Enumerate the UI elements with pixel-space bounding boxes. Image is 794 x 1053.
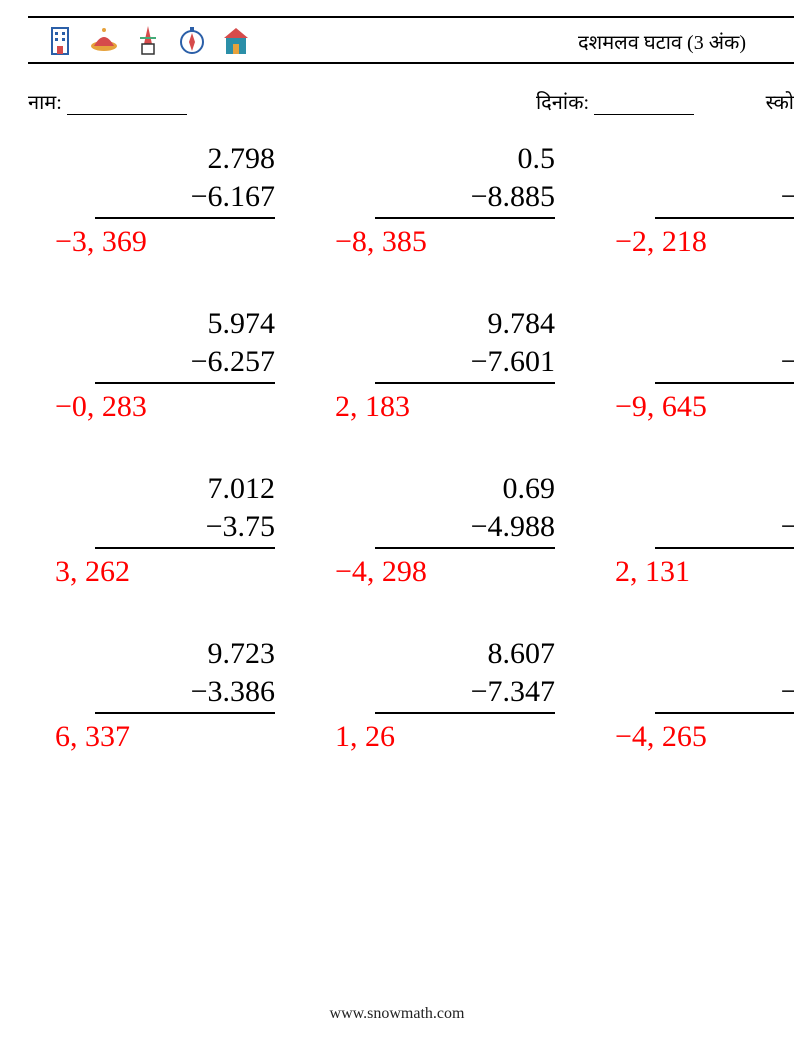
subtrahend: −2.3	[655, 508, 794, 546]
worksheet-title: दशमलव घटाव (3 अंक)	[578, 28, 746, 55]
footer-text: www.snowmath.com	[330, 1005, 465, 1022]
rule-line	[375, 547, 555, 549]
dome-icon	[88, 24, 120, 56]
minuend: 4.4	[655, 470, 794, 508]
rule-line	[655, 217, 794, 219]
answer: −8, 385	[335, 223, 615, 261]
answer: −0, 283	[55, 388, 335, 426]
answer: 2, 131	[615, 553, 794, 591]
rule-line	[655, 712, 794, 714]
subtraction-problem: 8.607−7.347 1, 26	[335, 635, 615, 800]
date-underline	[594, 96, 694, 115]
compass-icon	[176, 24, 208, 56]
subtrahend: −4.988	[375, 508, 555, 546]
rule-line	[95, 382, 275, 384]
subtraction-problem: 0.2−9.9 −9, 645	[615, 305, 794, 470]
answer: 1, 26	[335, 718, 615, 756]
rule-line	[95, 547, 275, 549]
subtrahend: −8.885	[375, 178, 555, 216]
subtrahend: −6.167	[95, 178, 275, 216]
house-icon	[220, 24, 252, 56]
minuend: 0.2	[655, 305, 794, 343]
subtrahend: −3.75	[95, 508, 275, 546]
minuend: 2.4	[655, 140, 794, 178]
subtraction-problem: 9.723−3.386 6, 337	[55, 635, 335, 800]
building-icon	[44, 24, 76, 56]
answer: 3, 262	[55, 553, 335, 591]
rule-line	[375, 217, 555, 219]
score-field: स्को	[766, 88, 794, 115]
answer: 2, 183	[335, 388, 615, 426]
rule-line	[375, 712, 555, 714]
name-underline	[67, 96, 187, 115]
minuend: 9.784	[375, 305, 555, 343]
answer: −3, 369	[55, 223, 335, 261]
name-field: नाम:	[28, 88, 187, 115]
minuend: 0.5	[375, 140, 555, 178]
footer: www.snowmath.com	[0, 1005, 794, 1023]
rule-line	[655, 382, 794, 384]
minuend: 5.974	[95, 305, 275, 343]
tower-icon	[132, 24, 164, 56]
answer: 6, 337	[55, 718, 335, 756]
subtrahend: −7.347	[375, 673, 555, 711]
rule-line	[95, 217, 275, 219]
subtraction-problem: 9.784−7.601 2, 183	[335, 305, 615, 470]
subtraction-problem: 0.69−4.988 −4, 298	[335, 470, 615, 635]
subtrahend: −7.601	[375, 343, 555, 381]
minuend: 7.012	[95, 470, 275, 508]
minuend: 2.798	[95, 140, 275, 178]
subtrahend: −9.9	[655, 343, 794, 381]
subtraction-problem: 7.012−3.75 3, 262	[55, 470, 335, 635]
subtraction-problem: 4.4−2.3 2, 131	[615, 470, 794, 635]
subtraction-problem: 2.4−4.7 −2, 218	[615, 140, 794, 305]
subtraction-problem: 4.8−9.1 −4, 265	[615, 635, 794, 800]
subtraction-problem: 2.798−6.167 −3, 369	[55, 140, 335, 305]
minuend: 4.8	[655, 635, 794, 673]
subtrahend: −4.7	[655, 178, 794, 216]
date-field: दिनांक:	[536, 88, 694, 115]
header-bar: दशमलव घटाव (3 अंक)	[28, 16, 794, 64]
subtrahend: −3.386	[95, 673, 275, 711]
header-icons	[44, 24, 252, 56]
subtrahend: −6.257	[95, 343, 275, 381]
rule-line	[95, 712, 275, 714]
subtrahend: −9.1	[655, 673, 794, 711]
rule-line	[655, 547, 794, 549]
subtraction-problem: 5.974−6.257 −0, 283	[55, 305, 335, 470]
minuend: 8.607	[375, 635, 555, 673]
subtraction-problem: 0.5−8.885 −8, 385	[335, 140, 615, 305]
score-label: स्को	[766, 92, 794, 114]
answer: −4, 298	[335, 553, 615, 591]
answer: −4, 265	[615, 718, 794, 756]
name-label: नाम:	[28, 92, 62, 114]
problems-grid: 2.798−6.167−3, 3690.5−8.885−8, 3852.4−4.…	[55, 140, 794, 800]
answer: −2, 218	[615, 223, 794, 261]
date-label: दिनांक:	[536, 92, 589, 114]
minuend: 0.69	[375, 470, 555, 508]
rule-line	[375, 382, 555, 384]
worksheet-page: दशमलव घटाव (3 अंक) नाम: दिनांक: स्को 2.7…	[0, 0, 794, 1053]
minuend: 9.723	[95, 635, 275, 673]
answer: −9, 645	[615, 388, 794, 426]
